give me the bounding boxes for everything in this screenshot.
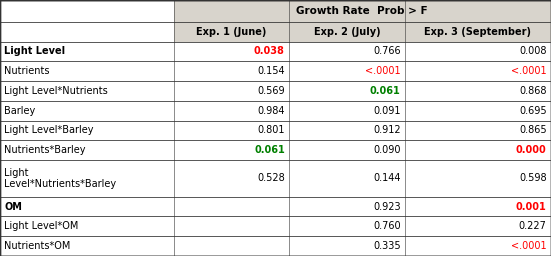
Bar: [405, 22, 551, 41]
Bar: [405, 41, 551, 61]
Bar: [174, 0, 551, 22]
Text: 0.001: 0.001: [516, 201, 547, 211]
Bar: [289, 61, 405, 81]
Text: Light: Light: [4, 168, 29, 178]
Bar: [289, 140, 405, 160]
Text: 0.154: 0.154: [257, 66, 285, 76]
Text: Nutrients*Barley: Nutrients*Barley: [4, 145, 86, 155]
Bar: [0, 197, 174, 217]
Bar: [0, 81, 174, 101]
Text: <.0001: <.0001: [511, 66, 547, 76]
Bar: [405, 140, 551, 160]
Bar: [289, 41, 405, 61]
Text: <.0001: <.0001: [365, 66, 401, 76]
Bar: [0, 22, 174, 41]
Bar: [174, 121, 289, 140]
Bar: [174, 140, 289, 160]
Bar: [405, 236, 551, 256]
Text: 0.528: 0.528: [257, 173, 285, 183]
Bar: [0, 140, 174, 160]
Bar: [405, 197, 551, 217]
Text: 0.090: 0.090: [373, 145, 401, 155]
Text: 0.000: 0.000: [516, 145, 547, 155]
Text: Nutrients*OM: Nutrients*OM: [4, 241, 71, 251]
Text: Growth Rate  Prob > F: Growth Rate Prob > F: [296, 6, 428, 16]
Text: 0.598: 0.598: [519, 173, 547, 183]
Text: 0.091: 0.091: [373, 106, 401, 116]
Bar: [405, 61, 551, 81]
Bar: [174, 236, 289, 256]
Bar: [405, 121, 551, 140]
Text: Exp. 1 (June): Exp. 1 (June): [196, 27, 267, 37]
Text: Light Level*OM: Light Level*OM: [4, 221, 79, 231]
Text: 0.008: 0.008: [519, 46, 547, 56]
Text: Barley: Barley: [4, 106, 36, 116]
Bar: [289, 160, 405, 197]
Bar: [0, 101, 174, 121]
Bar: [289, 236, 405, 256]
Bar: [174, 61, 289, 81]
Text: 0.923: 0.923: [373, 201, 401, 211]
Bar: [289, 217, 405, 236]
Text: 0.227: 0.227: [518, 221, 547, 231]
Text: OM: OM: [4, 201, 22, 211]
Bar: [289, 101, 405, 121]
Text: Nutrients: Nutrients: [4, 66, 50, 76]
Text: 0.984: 0.984: [257, 106, 285, 116]
Text: 0.760: 0.760: [373, 221, 401, 231]
Text: Level*Nutrients*Barley: Level*Nutrients*Barley: [4, 179, 116, 189]
Text: Light Level: Light Level: [4, 46, 66, 56]
Bar: [0, 0, 174, 22]
Text: 0.865: 0.865: [519, 125, 547, 135]
Bar: [0, 160, 174, 197]
Bar: [174, 197, 289, 217]
Text: 0.912: 0.912: [373, 125, 401, 135]
Text: Exp. 3 (September): Exp. 3 (September): [424, 27, 532, 37]
Bar: [0, 61, 174, 81]
Text: 0.061: 0.061: [370, 86, 401, 96]
Bar: [405, 160, 551, 197]
Bar: [174, 22, 289, 41]
Bar: [289, 197, 405, 217]
Bar: [289, 81, 405, 101]
Text: 0.335: 0.335: [373, 241, 401, 251]
Bar: [0, 41, 174, 61]
Bar: [174, 101, 289, 121]
Bar: [0, 236, 174, 256]
Bar: [0, 217, 174, 236]
Bar: [289, 22, 405, 41]
Bar: [174, 217, 289, 236]
Text: Light Level*Nutrients: Light Level*Nutrients: [4, 86, 108, 96]
Text: 0.766: 0.766: [373, 46, 401, 56]
Bar: [174, 41, 289, 61]
Text: Exp. 2 (July): Exp. 2 (July): [314, 27, 380, 37]
Bar: [405, 81, 551, 101]
Bar: [405, 101, 551, 121]
Bar: [174, 160, 289, 197]
Text: 0.061: 0.061: [254, 145, 285, 155]
Text: Light Level*Barley: Light Level*Barley: [4, 125, 94, 135]
Text: 0.695: 0.695: [519, 106, 547, 116]
Text: 0.038: 0.038: [254, 46, 285, 56]
Text: 0.801: 0.801: [257, 125, 285, 135]
Text: 0.569: 0.569: [257, 86, 285, 96]
Text: 0.144: 0.144: [373, 173, 401, 183]
Bar: [289, 121, 405, 140]
Text: 0.868: 0.868: [519, 86, 547, 96]
Bar: [174, 81, 289, 101]
Bar: [0, 121, 174, 140]
Bar: [405, 217, 551, 236]
Text: <.0001: <.0001: [511, 241, 547, 251]
